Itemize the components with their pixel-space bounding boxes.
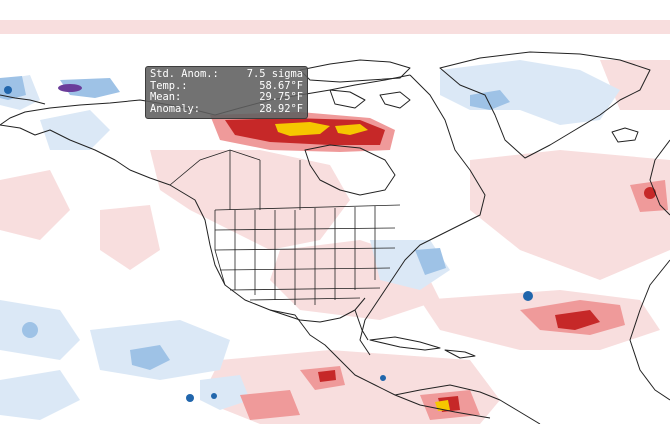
tooltip-label: Temp.:: [150, 79, 188, 92]
tooltip-label: Std. Anom.:: [150, 68, 219, 80]
tooltip-row-mean: Mean: 29.75°F: [150, 92, 303, 104]
tooltip-row-temp: Temp.: 58.67°F: [150, 79, 303, 93]
anomaly-tooltip: Std. Anom.: 7.5 sigma Temp.: 58.67°F Mea…: [145, 66, 308, 119]
coastlines-and-borders: [0, 51, 670, 424]
warm-anomaly-light: [0, 20, 670, 424]
tooltip-value: 7.5 sigma: [246, 68, 303, 80]
tooltip-label: Anomaly:: [150, 102, 201, 115]
cool-anomaly-light: [0, 60, 620, 420]
tooltip-value: 28.92°F: [259, 102, 303, 115]
extreme-cool-anomaly: [58, 84, 82, 92]
extreme-warm-anomaly: [275, 122, 450, 411]
cool-anomaly-deep: [4, 86, 533, 402]
tooltip-row-std-anom: Std. Anom.: 7.5 sigma: [150, 68, 303, 81]
tooltip-row-anomaly: Anomaly: 28.92°F: [150, 102, 303, 116]
cool-anomaly-mid: [0, 76, 510, 370]
political-borders: [169, 149, 401, 305]
tooltip-value: 29.75°F: [259, 91, 303, 104]
tooltip-label: Mean:: [150, 91, 182, 104]
tooltip-value: 58.67°F: [259, 79, 303, 92]
anomaly-shading: [0, 20, 670, 424]
